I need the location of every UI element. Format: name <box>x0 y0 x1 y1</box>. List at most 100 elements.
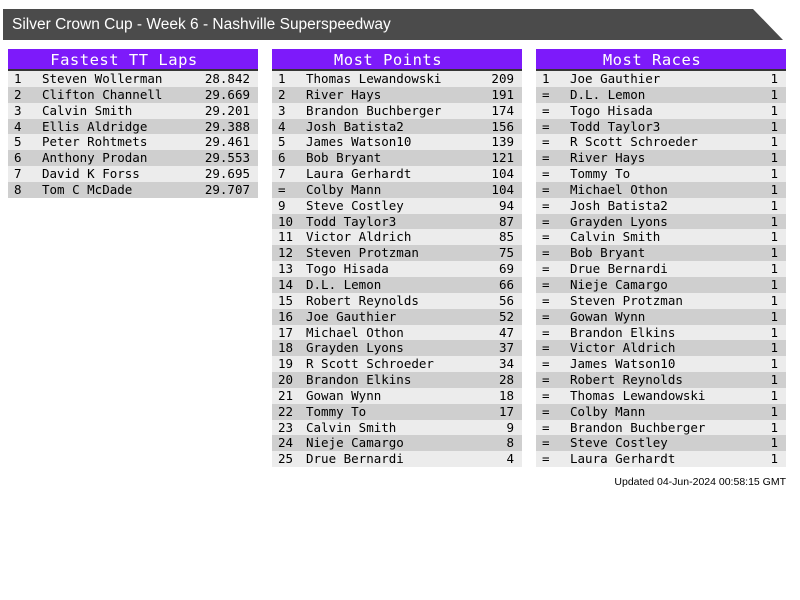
leaderboard-row: 5 James Watson10 139 <box>272 134 522 151</box>
value-cell: 1 <box>770 308 778 324</box>
leaderboard-title: Most Points <box>272 49 522 71</box>
rank-cell: = <box>542 276 550 292</box>
driver-name-cell: Brandon Buchberger <box>306 102 442 118</box>
driver-name-cell: Gowan Wynn <box>306 387 382 403</box>
rank-cell: = <box>542 403 550 419</box>
leaderboard-row: 15 Robert Reynolds 56 <box>272 292 522 309</box>
rank-cell: 12 <box>278 245 294 261</box>
rank-cell: 6 <box>14 150 22 166</box>
leaderboard-row: 2 River Hays 191 <box>272 86 522 103</box>
leaderboard-row: = Calvin Smith 1 <box>536 229 786 246</box>
driver-name-cell: Nieje Camargo <box>570 276 668 292</box>
value-cell: 139 <box>491 134 514 150</box>
rank-cell: 16 <box>278 308 294 324</box>
rank-cell: 3 <box>278 102 286 118</box>
leaderboard-row: 18 Grayden Lyons 37 <box>272 340 522 357</box>
leaderboard-row: 14 D.L. Lemon 66 <box>272 276 522 293</box>
leaderboard-row: = D.L. Lemon 1 <box>536 86 786 103</box>
leaderboard-row: = Victor Aldrich 1 <box>536 340 786 357</box>
value-cell: 29.553 <box>204 150 250 166</box>
driver-name-cell: Michael Othon <box>570 181 668 197</box>
driver-name-cell: Anthony Prodan <box>42 150 148 166</box>
driver-name-cell: Steve Costley <box>570 435 668 451</box>
driver-name-cell: Peter Rohtmets <box>42 134 148 150</box>
leaderboard-row: = Gowan Wynn 1 <box>536 308 786 325</box>
leaderboard-row: 19 R Scott Schroeder 34 <box>272 356 522 373</box>
leaderboard-row: 13 Togo Hisada 69 <box>272 261 522 277</box>
driver-name-cell: Drue Bernardi <box>570 261 668 277</box>
value-cell: 1 <box>770 71 778 86</box>
value-cell: 1 <box>770 213 778 229</box>
rank-cell: = <box>542 134 550 150</box>
value-cell: 87 <box>498 213 514 229</box>
value-cell: 1 <box>770 356 778 372</box>
leaderboard-rows: 1 Joe Gauthier 1 = D.L. Lemon 1 = Togo H… <box>536 71 786 468</box>
value-cell: 1 <box>770 118 778 134</box>
leaderboard-row: 6 Anthony Prodan 29.553 <box>8 150 258 167</box>
rank-cell: 2 <box>278 86 286 102</box>
leaderboard-row: 24 Nieje Camargo 8 <box>272 435 522 452</box>
rank-cell: = <box>542 102 550 118</box>
rank-cell: 18 <box>278 340 294 356</box>
value-cell: 1 <box>770 197 778 213</box>
leaderboard-row: 1 Joe Gauthier 1 <box>536 71 786 87</box>
driver-name-cell: D.L. Lemon <box>570 86 646 102</box>
value-cell: 29.669 <box>204 86 250 102</box>
rank-cell: = <box>542 150 550 166</box>
value-cell: 209 <box>491 71 514 86</box>
driver-name-cell: Steven Wollerman <box>42 71 163 86</box>
value-cell: 37 <box>498 340 514 356</box>
rank-cell: 15 <box>278 292 294 308</box>
leaderboard-row: = Nieje Camargo 1 <box>536 276 786 293</box>
rank-cell: 13 <box>278 261 294 277</box>
leaderboard-row: 1 Steven Wollerman 28.842 <box>8 71 258 87</box>
rank-cell: = <box>542 387 550 403</box>
leaderboard-row: = Michael Othon 1 <box>536 181 786 198</box>
leaderboard-row: = Todd Taylor3 1 <box>536 118 786 135</box>
rank-cell: 14 <box>278 276 294 292</box>
leaderboard-row: = Brandon Elkins 1 <box>536 324 786 341</box>
leaderboard-row: = Thomas Lewandowski 1 <box>536 387 786 404</box>
driver-name-cell: Ellis Aldridge <box>42 118 148 134</box>
driver-name-cell: Michael Othon <box>306 324 404 340</box>
leaderboard-row: 20 Brandon Elkins 28 <box>272 372 522 388</box>
value-cell: 28 <box>498 372 514 388</box>
driver-name-cell: Josh Batista2 <box>306 118 404 134</box>
rank-cell: = <box>542 86 550 102</box>
driver-name-cell: Bob Bryant <box>306 150 382 166</box>
value-cell: 66 <box>498 276 514 292</box>
leaderboard-row: 16 Joe Gauthier 52 <box>272 308 522 325</box>
driver-name-cell: Tommy To <box>306 403 367 419</box>
driver-name-cell: Todd Taylor3 <box>306 213 397 229</box>
rank-cell: = <box>542 372 550 388</box>
driver-name-cell: Tom C McDade <box>42 181 133 197</box>
leaderboard-row: = Grayden Lyons 1 <box>536 213 786 230</box>
leaderboard-row: 7 Laura Gerhardt 104 <box>272 166 522 182</box>
value-cell: 1 <box>770 86 778 102</box>
driver-name-cell: Togo Hisada <box>570 102 653 118</box>
value-cell: 1 <box>770 372 778 388</box>
rank-cell: = <box>542 451 550 467</box>
value-cell: 85 <box>498 229 514 245</box>
value-cell: 1 <box>770 276 778 292</box>
leaderboard-row: 17 Michael Othon 47 <box>272 324 522 341</box>
value-cell: 1 <box>770 166 778 182</box>
driver-name-cell: Togo Hisada <box>306 261 389 277</box>
value-cell: 121 <box>491 150 514 166</box>
leaderboard-row: 10 Todd Taylor3 87 <box>272 213 522 230</box>
driver-name-cell: Calvin Smith <box>42 102 133 118</box>
leaderboard-row: = Brandon Buchberger 1 <box>536 419 786 436</box>
value-cell: 47 <box>498 324 514 340</box>
value-cell: 1 <box>770 150 778 166</box>
leaderboard-rows: 1 Steven Wollerman 28.842 2 Clifton Chan… <box>8 71 258 198</box>
rank-cell: 11 <box>278 229 294 245</box>
leaderboard-row: 11 Victor Aldrich 85 <box>272 229 522 246</box>
leaderboard-row: = Steve Costley 1 <box>536 435 786 452</box>
driver-name-cell: Nieje Camargo <box>306 435 404 451</box>
rank-cell: 7 <box>14 166 22 182</box>
leaderboard-row: 3 Brandon Buchberger 174 <box>272 102 522 119</box>
leaderboard-row: 5 Peter Rohtmets 29.461 <box>8 134 258 151</box>
leaderboard-row: 25 Drue Bernardi 4 <box>272 451 522 468</box>
leaderboard-row: 21 Gowan Wynn 18 <box>272 387 522 404</box>
driver-name-cell: Victor Aldrich <box>570 340 676 356</box>
